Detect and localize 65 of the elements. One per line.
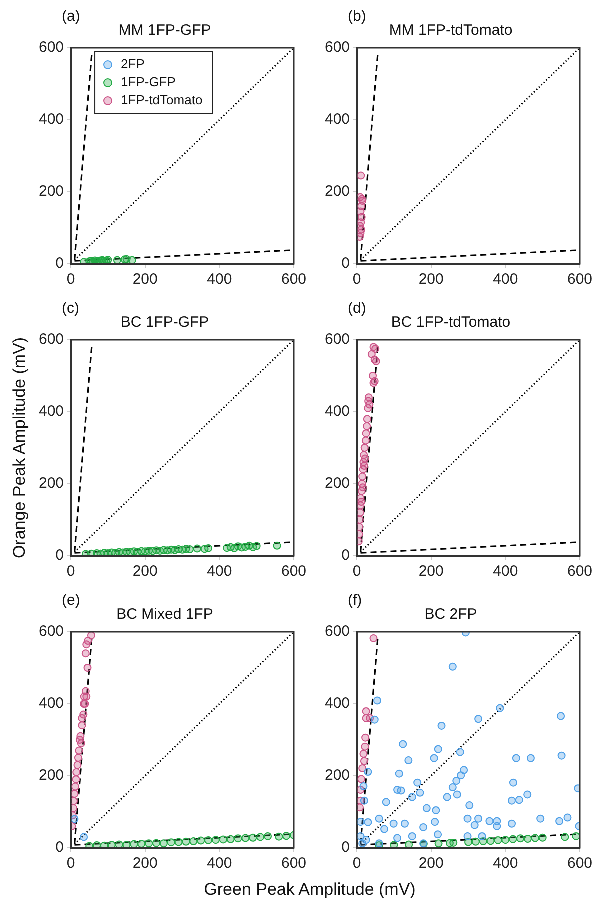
y-tick-label: 400	[324, 111, 350, 128]
x-axis-title: Green Peak Amplitude (mV)	[203, 880, 417, 900]
x-tick-label: 200	[418, 855, 444, 872]
y-tick-label: 200	[38, 767, 64, 784]
x-tick-label: 600	[281, 855, 307, 872]
x-tick-label: 200	[132, 271, 158, 288]
chart-title: BC 1FP-GFP	[120, 314, 210, 332]
legend-label: 2FP	[121, 56, 145, 72]
text: (b)	[348, 8, 366, 25]
x-tick-label: 600	[567, 855, 593, 872]
chart-title: BC 2FP	[424, 606, 478, 624]
y-tick-label: 0	[342, 547, 350, 564]
x-tick-label: 600	[567, 563, 593, 580]
y-tick-label: 400	[38, 695, 64, 712]
x-tick-label: 400	[207, 271, 232, 288]
y-tick-label: 200	[38, 183, 64, 200]
y-tick-label: 200	[324, 183, 350, 200]
x-tick-label: 200	[132, 563, 158, 580]
chart-title: MM 1FP-GFP	[118, 22, 212, 40]
y-tick-label: 400	[38, 403, 64, 420]
y-tick-label: 0	[56, 839, 64, 856]
y-tick-label: 400	[38, 111, 64, 128]
text: (c)	[62, 300, 80, 317]
x-tick-label: 400	[493, 563, 518, 580]
x-tick-label: 600	[281, 271, 307, 288]
y-tick-label: 600	[324, 623, 350, 640]
x-tick-label: 0	[66, 855, 76, 872]
y-tick-label: 600	[324, 39, 350, 56]
x-tick-label: 600	[281, 563, 307, 580]
chart-title: MM 1FP-tdTomato	[389, 22, 513, 40]
x-tick-label: 200	[418, 563, 444, 580]
y-tick-label: 200	[38, 475, 64, 492]
y-tick-label: 600	[324, 331, 350, 348]
y-tick-label: 400	[324, 695, 350, 712]
x-tick-label: 400	[207, 855, 232, 872]
y-tick-label: 600	[38, 331, 64, 348]
text: (a)	[62, 8, 80, 25]
y-tick-label: 600	[38, 39, 64, 56]
y-axis-title: Orange Peak Amplitude (mV)	[10, 337, 30, 559]
y-tick-label: 0	[342, 839, 350, 856]
y-tick-label: 0	[56, 547, 64, 564]
x-tick-label: 0	[66, 271, 76, 288]
x-tick-label: 0	[352, 855, 362, 872]
legend-label: 1FP-tdTomato	[121, 92, 203, 108]
y-tick-label: 200	[324, 475, 350, 492]
y-tick-label: 0	[56, 255, 64, 272]
y-tick-label: 600	[38, 623, 64, 640]
y-tick-label: 0	[342, 255, 350, 272]
x-tick-label: 200	[132, 855, 158, 872]
x-tick-label: 400	[493, 271, 518, 288]
text: (f)	[348, 592, 362, 609]
y-tick-label: 400	[324, 403, 350, 420]
x-tick-label: 200	[418, 271, 444, 288]
chart-title: BC 1FP-tdTomato	[391, 314, 511, 332]
text: (e)	[62, 592, 80, 609]
x-tick-label: 400	[207, 563, 232, 580]
x-tick-label: 600	[567, 271, 593, 288]
chart-title: BC Mixed 1FP	[116, 606, 214, 624]
x-tick-label: 0	[66, 563, 76, 580]
legend-label: 1FP-GFP	[121, 74, 176, 90]
y-tick-label: 200	[324, 767, 350, 784]
x-tick-label: 0	[352, 563, 362, 580]
text: (d)	[348, 300, 366, 317]
x-tick-label: 400	[493, 855, 518, 872]
x-tick-label: 0	[352, 271, 362, 288]
